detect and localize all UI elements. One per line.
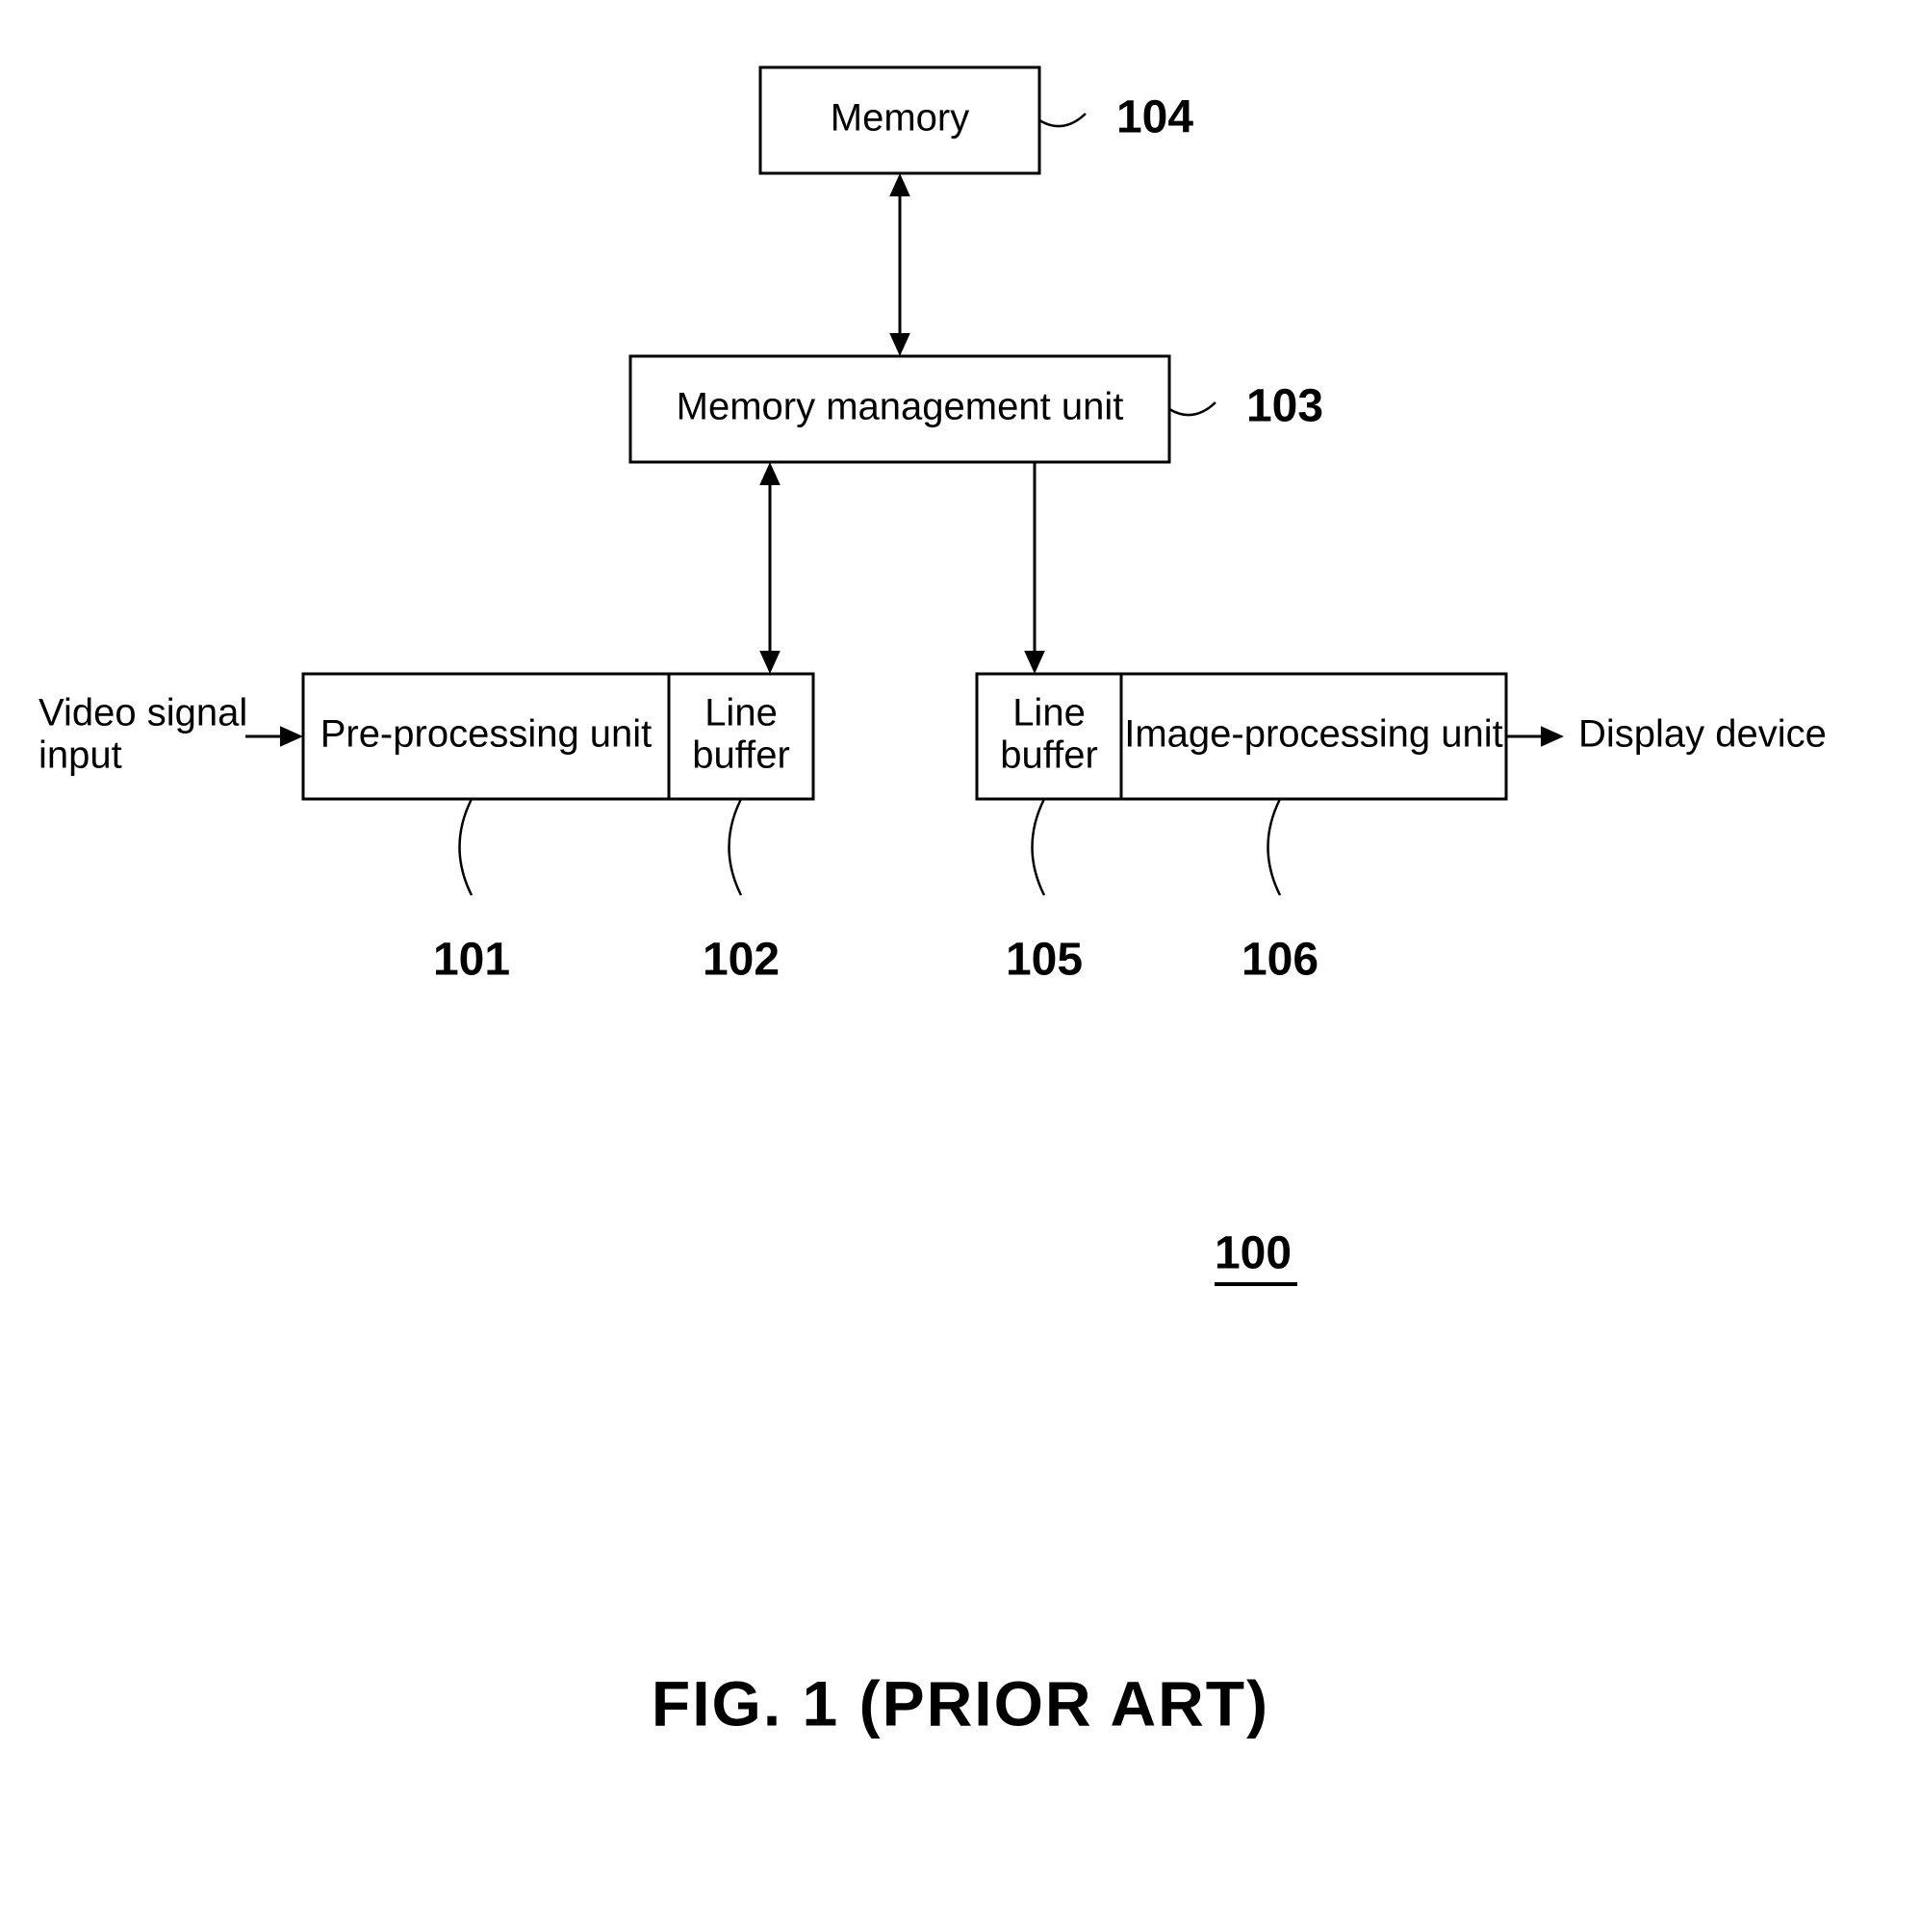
- arrowhead: [759, 462, 781, 485]
- figure-caption: FIG. 1 (PRIOR ART): [652, 1667, 1269, 1739]
- display-output-label: Display device: [1578, 713, 1827, 756]
- linebuf2-label1: Line: [1012, 692, 1086, 734]
- lead-104: [1039, 114, 1086, 126]
- lead-106: [1268, 799, 1281, 895]
- video-input-label2: input: [38, 734, 122, 777]
- ref-105: 105: [1006, 935, 1083, 986]
- linebuf1-label2: buffer: [692, 734, 790, 777]
- arrowhead: [280, 726, 303, 747]
- ref-102: 102: [703, 935, 780, 986]
- lead-102: [730, 799, 742, 895]
- linebuf2-label2: buffer: [1000, 734, 1098, 777]
- linebuf1-label1: Line: [704, 692, 778, 734]
- video-input-label1: Video signal: [38, 692, 247, 734]
- ref-106: 106: [1242, 935, 1318, 986]
- arrowhead: [1024, 651, 1045, 674]
- ref-103: 103: [1246, 381, 1323, 432]
- lead-101: [460, 799, 473, 895]
- imgproc-label: Image-processing unit: [1124, 713, 1503, 756]
- preproc-label: Pre-processing unit: [320, 713, 653, 756]
- lead-103: [1169, 402, 1216, 415]
- ref-104: 104: [1116, 92, 1193, 143]
- ref-101: 101: [433, 935, 510, 986]
- mmu-label: Memory management unit: [677, 386, 1124, 428]
- lead-105: [1033, 799, 1045, 895]
- arrowhead: [759, 651, 781, 674]
- memory-label: Memory: [831, 97, 969, 140]
- arrowhead: [889, 333, 910, 356]
- arrowhead: [1541, 726, 1564, 747]
- arrowhead: [889, 173, 910, 196]
- system-ref-100: 100: [1215, 1228, 1292, 1279]
